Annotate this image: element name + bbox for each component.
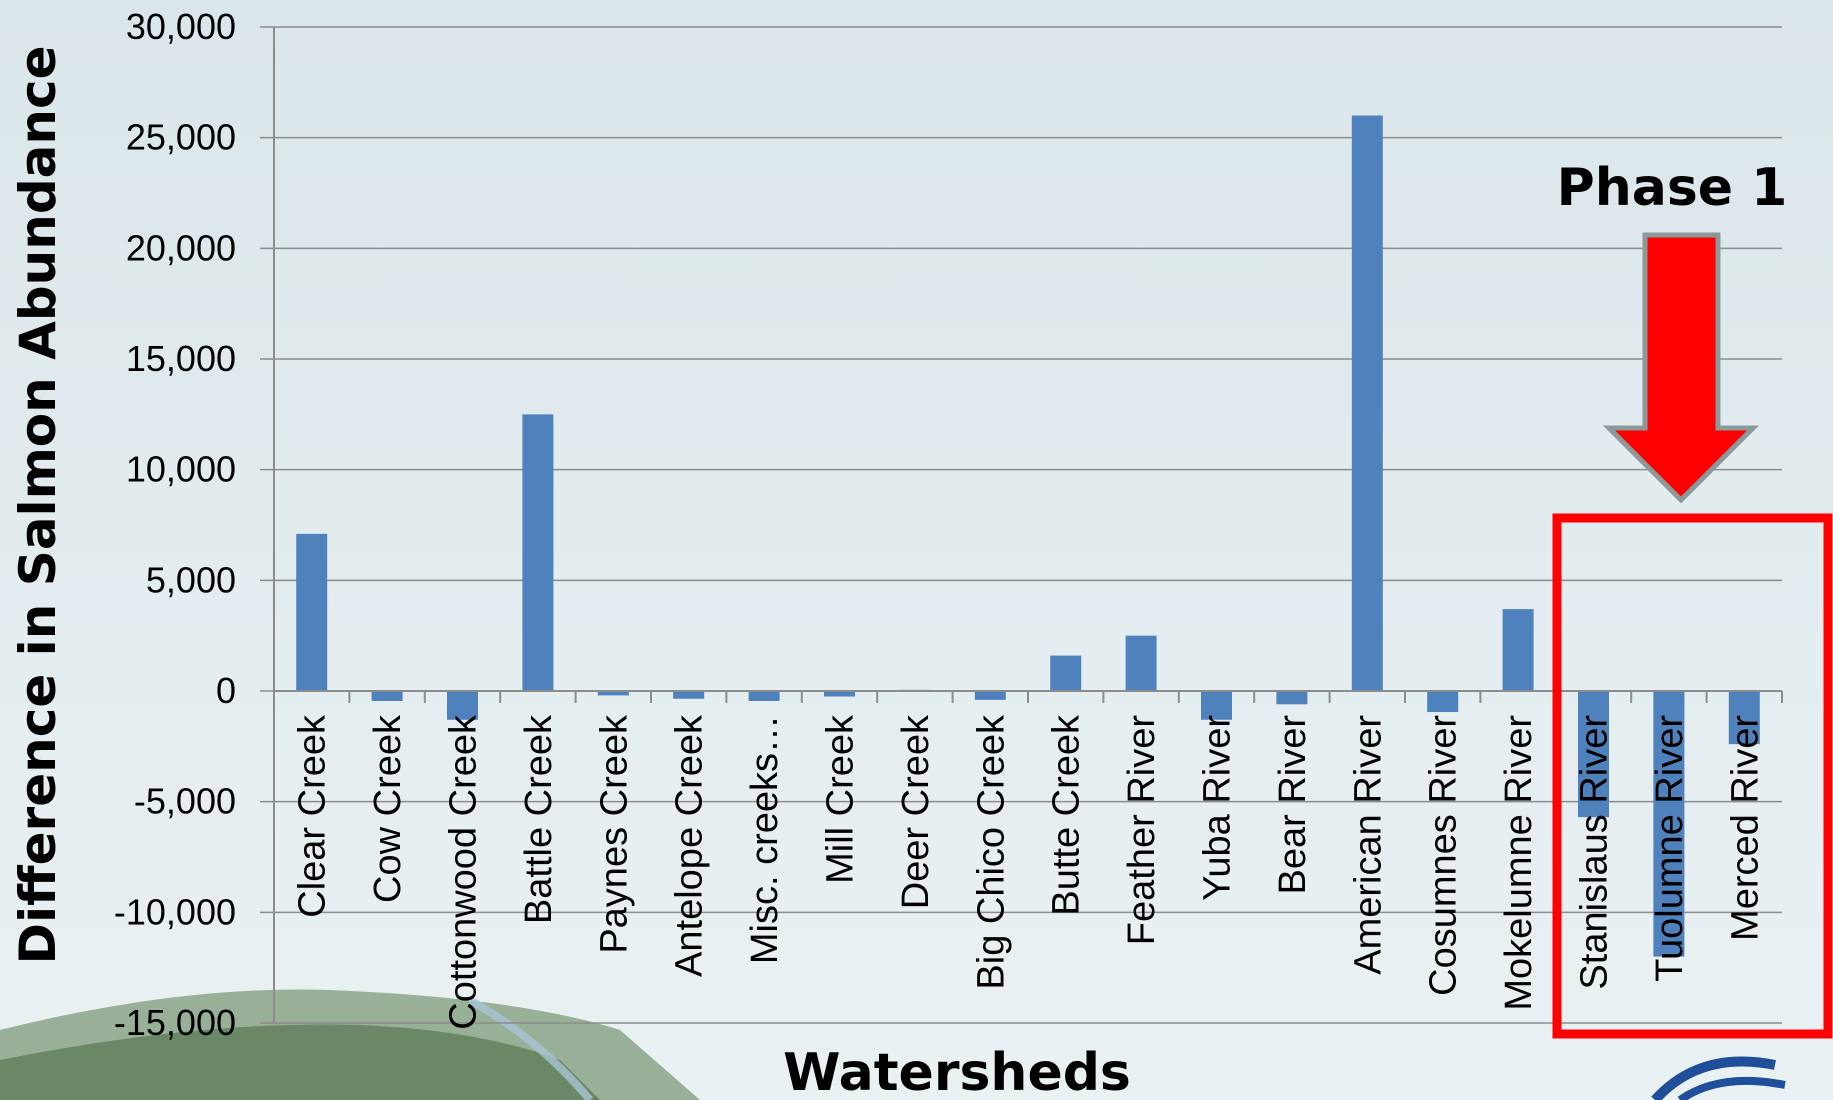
bars [296,115,1760,957]
bar [1728,691,1760,745]
x-tick-label: Stanislaus River [1574,715,1616,990]
logo-wave-icon [1651,1056,1786,1100]
y-tick-label: 30,000 [126,6,236,47]
x-tick-label: Big Chico Creek [970,714,1012,990]
bar [1201,691,1232,720]
bar [1351,115,1383,692]
bar [673,691,705,699]
x-tick-label: Yuba River [1197,715,1239,901]
y-axis-title: Difference in Salmon Abundance [9,45,67,964]
x-tick-label: Bear River [1272,715,1314,895]
x-tick-label: American River [1347,715,1389,975]
background-landscape-image [0,989,700,1100]
y-tick-label: 20,000 [126,227,236,268]
x-tick-label: Cottonwood Creek [443,714,485,1030]
phase-1-annotation: Phase 1 [1552,158,1833,1039]
x-tick-label: Clear Creek [292,714,334,918]
x-tick-label: Cosumnes River [1423,715,1465,996]
bar [1276,691,1308,705]
y-axis-ticks: 30,000 25,000 20,000 15,000 10,000 5,000 0 -5,0… [114,6,236,1043]
bar [1578,691,1609,818]
y-tick-label: 5,000 [146,559,236,600]
x-tick-label: Mill Creek [820,714,862,884]
down-arrow-icon [1602,232,1760,504]
y-tick-label: 15,000 [126,338,236,379]
x-axis-title: Watersheds [783,1043,1131,1100]
bar [1502,609,1534,691]
x-tick-label: Paynes Creek [593,714,635,954]
bar [371,691,403,701]
bar [748,691,780,701]
x-tick-label: Deer Creek [895,714,937,909]
bar [1653,691,1685,957]
phase-1-label: Phase 1 [1557,158,1788,218]
x-tick-label: Feather River [1121,715,1163,946]
phase-1-highlight-box [1552,513,1833,1039]
bar [824,691,855,697]
x-tick-label: Cow Creek [367,714,409,903]
x-tick-label: Merced River [1724,715,1766,941]
bar [597,691,629,696]
category-labels: Clear Creek Cow Creek Cottonwood Creek Batt… [292,714,1767,1030]
x-tick-label: Antelope Creek [669,714,711,977]
y-tick-label: 0 [216,670,236,711]
y-tick-label: 10,000 [126,449,236,490]
y-tick-label: -15,000 [114,1002,236,1043]
bar [974,691,1006,700]
bar [296,533,328,691]
y-tick-label: -10,000 [114,891,236,932]
x-tick-label: Mokelumne River [1498,715,1540,1011]
y-tick-label: -5,000 [134,781,236,822]
y-tick-label: 25,000 [126,117,236,158]
x-tick-label: Misc. creeks… [744,715,786,964]
bar [447,691,478,720]
x-tick-label: Battle Creek [518,714,560,924]
bar [1125,635,1157,691]
x-tick-label: Tuolumne River [1649,715,1691,982]
bar [522,414,554,691]
bar [1427,691,1459,713]
x-tick-label: Butte Creek [1046,714,1088,916]
axes [273,27,1783,1023]
bar [1050,655,1082,691]
